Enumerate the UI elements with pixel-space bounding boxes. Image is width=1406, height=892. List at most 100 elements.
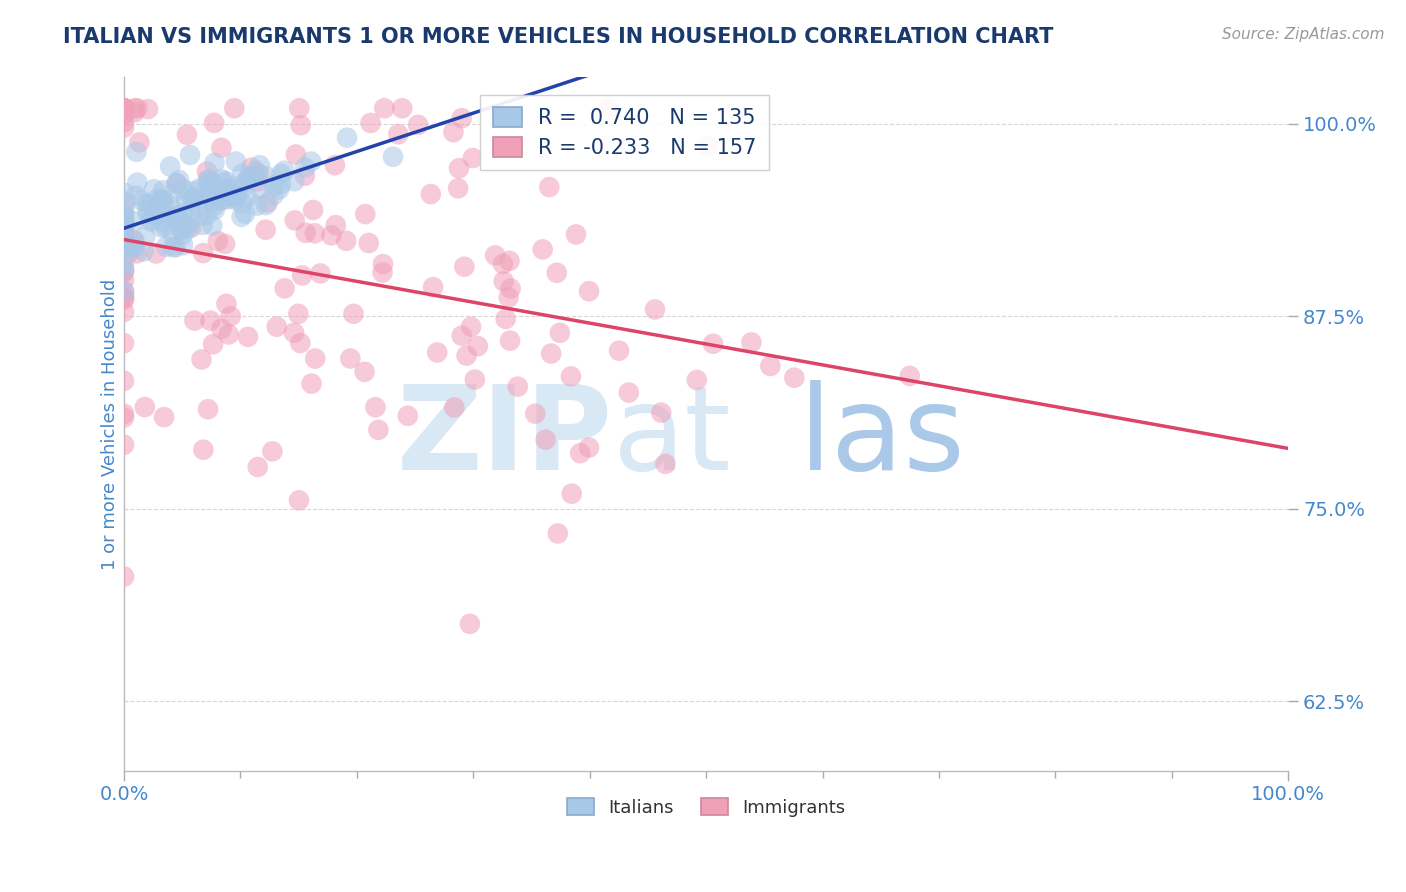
- Point: [136, 197, 159, 211]
- Point: [122, 233, 145, 247]
- Point: [155, 240, 177, 254]
- Point: [188, 181, 211, 195]
- Point: [112, 115, 135, 129]
- Point: [256, 195, 278, 210]
- Point: [560, 369, 582, 384]
- Point: [117, 247, 139, 261]
- Point: [112, 232, 135, 246]
- Point: [124, 235, 146, 249]
- Point: [112, 239, 135, 253]
- Point: [534, 433, 557, 447]
- Point: [155, 208, 177, 222]
- Point: [243, 170, 266, 185]
- Point: [211, 194, 233, 208]
- Point: [371, 266, 394, 280]
- Point: [124, 101, 146, 115]
- Point: [245, 164, 267, 178]
- Point: [184, 190, 207, 204]
- Point: [205, 187, 228, 202]
- Point: [209, 141, 232, 155]
- Point: [273, 163, 295, 178]
- Point: [134, 230, 156, 244]
- Point: [152, 183, 174, 197]
- Point: [207, 234, 229, 248]
- Point: [321, 228, 343, 243]
- Point: [218, 327, 240, 342]
- Point: [447, 181, 470, 195]
- Point: [208, 193, 231, 207]
- Point: [225, 193, 247, 207]
- Point: [236, 190, 259, 204]
- Point: [578, 284, 600, 298]
- Point: [759, 359, 782, 373]
- Point: [112, 219, 135, 233]
- Point: [136, 102, 159, 116]
- Point: [193, 442, 215, 457]
- Point: [112, 101, 135, 115]
- Point: [443, 401, 465, 415]
- Point: [547, 526, 569, 541]
- Point: [538, 180, 561, 194]
- Point: [546, 266, 568, 280]
- Point: [200, 182, 222, 196]
- Point: [112, 569, 135, 583]
- Point: [339, 351, 361, 366]
- Point: [155, 220, 177, 235]
- Point: [112, 236, 135, 251]
- Point: [456, 349, 478, 363]
- Point: [112, 242, 135, 256]
- Point: [226, 188, 249, 202]
- Point: [112, 407, 135, 421]
- Point: [290, 118, 312, 132]
- Point: [294, 226, 316, 240]
- Point: [578, 441, 600, 455]
- Point: [644, 302, 666, 317]
- Point: [273, 281, 295, 295]
- Point: [291, 268, 314, 283]
- Point: [172, 238, 194, 252]
- Point: [387, 128, 409, 142]
- Point: [150, 220, 173, 235]
- Point: [294, 169, 316, 183]
- Point: [150, 193, 173, 207]
- Point: [353, 365, 375, 379]
- Point: [453, 260, 475, 274]
- Point: [246, 460, 269, 475]
- Point: [112, 285, 135, 299]
- Point: [197, 172, 219, 186]
- Point: [112, 261, 135, 276]
- Point: [136, 207, 159, 221]
- Point: [498, 290, 520, 304]
- Point: [212, 176, 235, 190]
- Point: [112, 101, 135, 115]
- Point: [246, 174, 269, 188]
- Point: [499, 334, 522, 348]
- Point: [112, 241, 135, 255]
- Point: [132, 244, 155, 259]
- Point: [304, 351, 326, 366]
- Y-axis label: 1 or more Vehicles in Household: 1 or more Vehicles in Household: [101, 278, 120, 570]
- Point: [124, 214, 146, 228]
- Point: [191, 246, 214, 260]
- Point: [419, 187, 441, 202]
- Point: [249, 181, 271, 195]
- Point: [499, 281, 522, 295]
- Point: [152, 193, 174, 207]
- Point: [143, 182, 166, 196]
- Point: [198, 189, 221, 203]
- Point: [447, 161, 470, 176]
- Point: [654, 457, 676, 471]
- Point: [173, 182, 195, 196]
- Point: [112, 263, 135, 277]
- Point: [561, 486, 583, 500]
- Point: [112, 293, 135, 307]
- Text: ITALIAN VS IMMIGRANTS 1 OR MORE VEHICLES IN HOUSEHOLD CORRELATION CHART: ITALIAN VS IMMIGRANTS 1 OR MORE VEHICLES…: [63, 27, 1053, 46]
- Point: [492, 257, 515, 271]
- Point: [342, 307, 364, 321]
- Point: [125, 188, 148, 202]
- Point: [256, 169, 278, 184]
- Point: [783, 370, 806, 384]
- Point: [391, 101, 413, 115]
- Point: [290, 336, 312, 351]
- Point: [287, 307, 309, 321]
